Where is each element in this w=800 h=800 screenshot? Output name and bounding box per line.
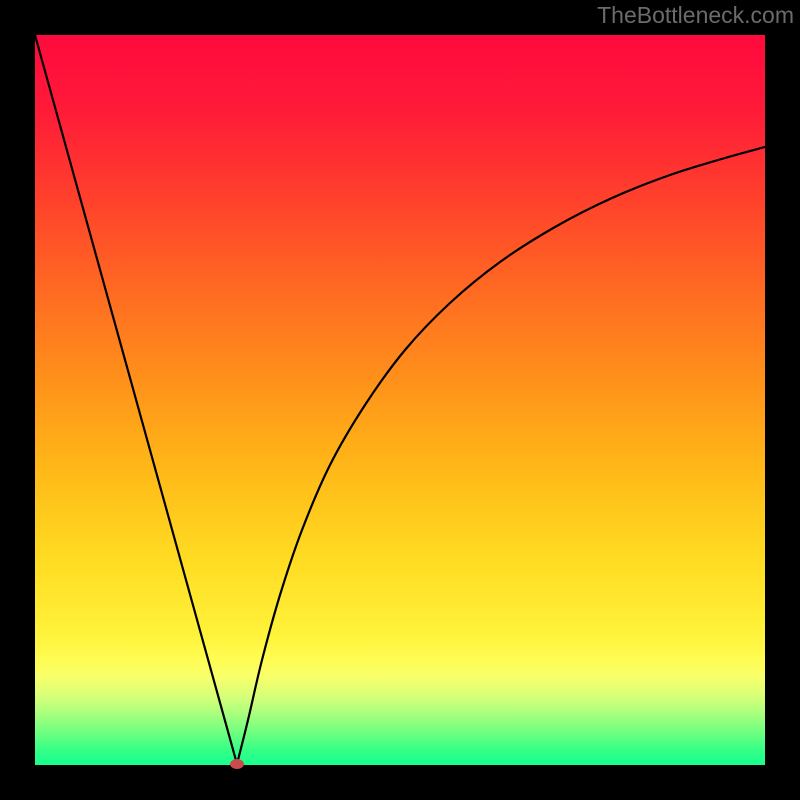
- minimum-marker: [230, 759, 244, 769]
- watermark-text: TheBottleneck.com: [597, 2, 794, 29]
- plot-background: [35, 35, 765, 765]
- bottleneck-vcurve-plot: [0, 0, 800, 800]
- chart-container: TheBottleneck.com: [0, 0, 800, 800]
